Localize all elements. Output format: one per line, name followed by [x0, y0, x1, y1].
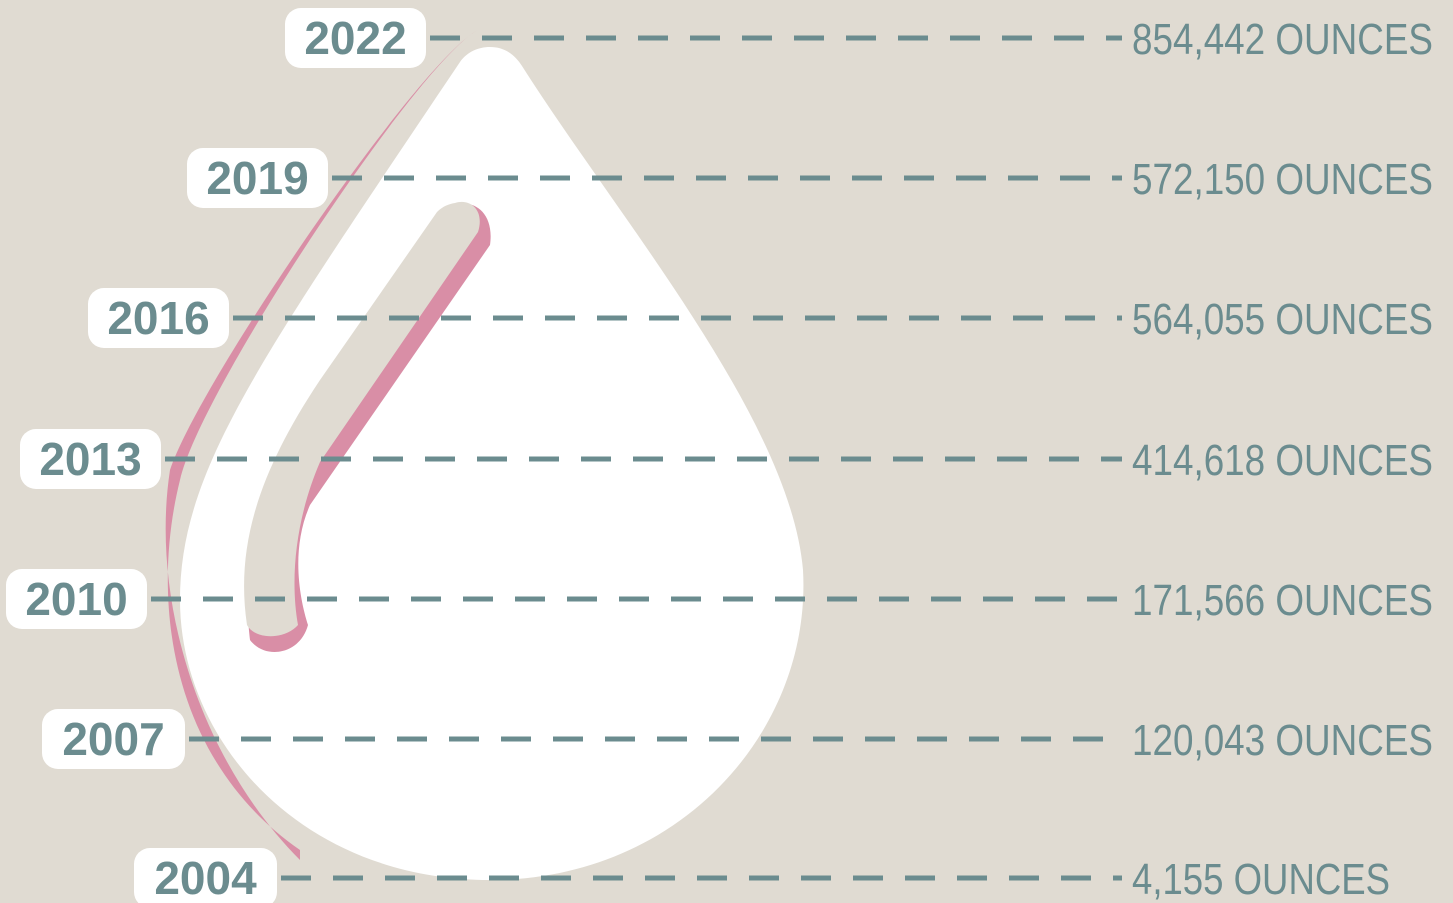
year-label-box-2019 — [187, 148, 328, 208]
value-label-2016: 564,055 OUNCES — [1132, 295, 1433, 344]
drop-highlight-icon — [244, 201, 480, 637]
drop-graphic — [165, 30, 804, 880]
year-label-box-2007 — [42, 709, 185, 769]
year-label-box-2010 — [6, 569, 147, 629]
value-label-2007: 120,043 OUNCES — [1132, 716, 1433, 765]
value-label-2010: 171,566 OUNCES — [1132, 576, 1433, 625]
year-label-2019: 2019 — [206, 152, 308, 204]
year-label-2010: 2010 — [25, 573, 127, 625]
chart-row-2007: 2007 120,043 OUNCES — [42, 709, 1433, 769]
value-label-2013: 414,618 OUNCES — [1132, 436, 1433, 485]
chart-row-2016: 2016 564,055 OUNCES — [88, 288, 1433, 348]
chart-row-2013: 2013 414,618 OUNCES — [20, 429, 1433, 489]
chart-row-2019: 2019 572,150 OUNCES — [187, 148, 1433, 208]
year-label-box-2022 — [285, 8, 426, 68]
year-label-2013: 2013 — [39, 433, 141, 485]
chart-row-2010: 2010 171,566 OUNCES — [6, 569, 1433, 629]
value-label-2004: 4,155 OUNCES — [1132, 855, 1390, 903]
chart-row-2022: 2022 854,442 OUNCES — [285, 8, 1433, 68]
water-drop-icon — [180, 47, 804, 880]
chart-rows: 2022 854,442 OUNCES 2019 572,150 OUNCES 2016… — [6, 8, 1433, 903]
drop-highlight-shadow-icon — [247, 203, 491, 652]
year-label-box-2004 — [134, 848, 277, 903]
year-label-2022: 2022 — [304, 12, 406, 64]
year-label-2007: 2007 — [62, 713, 164, 765]
chart-row-2004: 2004 4,155 OUNCES — [134, 848, 1390, 903]
year-label-2004: 2004 — [154, 852, 257, 903]
value-label-2019: 572,150 OUNCES — [1132, 155, 1433, 204]
year-label-box-2016 — [88, 288, 229, 348]
year-label-box-2013 — [20, 429, 161, 489]
year-label-2016: 2016 — [107, 292, 209, 344]
value-label-2022: 854,442 OUNCES — [1132, 15, 1433, 64]
